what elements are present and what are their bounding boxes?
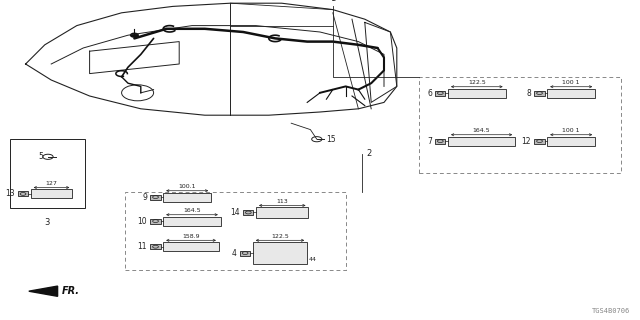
- Circle shape: [131, 33, 138, 37]
- Text: 8: 8: [527, 89, 531, 98]
- Bar: [256, 207, 308, 218]
- Text: 44: 44: [309, 257, 317, 262]
- Bar: [547, 137, 595, 146]
- Bar: [419, 77, 621, 173]
- Text: 100 1: 100 1: [563, 80, 580, 85]
- Bar: [435, 139, 445, 144]
- Text: 127: 127: [45, 181, 58, 186]
- Bar: [163, 242, 219, 251]
- Text: 10: 10: [138, 217, 147, 226]
- Text: TGS4B0706: TGS4B0706: [592, 308, 630, 314]
- Text: 158.9: 158.9: [182, 234, 200, 239]
- Bar: [150, 219, 161, 224]
- Bar: [534, 139, 545, 144]
- Bar: [547, 89, 595, 98]
- Text: 122.5: 122.5: [468, 80, 486, 85]
- Bar: [243, 210, 253, 215]
- Text: 2: 2: [367, 149, 372, 158]
- Text: 14: 14: [230, 208, 240, 217]
- Text: 3: 3: [45, 218, 50, 227]
- Bar: [125, 192, 346, 270]
- Text: 113: 113: [276, 199, 288, 204]
- Bar: [31, 189, 72, 198]
- Text: 122.5: 122.5: [271, 234, 289, 239]
- Bar: [150, 244, 161, 249]
- Text: 100.1: 100.1: [179, 184, 196, 189]
- Bar: [435, 91, 445, 96]
- Polygon shape: [29, 286, 58, 296]
- Text: 1: 1: [330, 0, 335, 3]
- Text: 15: 15: [326, 135, 336, 144]
- Bar: [163, 217, 221, 226]
- Bar: [534, 91, 545, 96]
- Bar: [448, 89, 506, 98]
- Bar: [448, 137, 515, 146]
- Bar: [253, 242, 307, 264]
- Text: 4: 4: [232, 249, 237, 258]
- Text: 6: 6: [427, 89, 432, 98]
- Text: 164.5: 164.5: [473, 128, 490, 133]
- Bar: [10, 139, 85, 208]
- Bar: [240, 251, 250, 256]
- Text: 100 1: 100 1: [563, 128, 580, 133]
- Text: 13: 13: [5, 189, 15, 198]
- Text: 7: 7: [427, 137, 432, 146]
- Bar: [18, 191, 28, 196]
- Text: 11: 11: [138, 242, 147, 251]
- Bar: [150, 195, 161, 200]
- Text: 164.5: 164.5: [183, 208, 201, 213]
- Bar: [163, 193, 211, 202]
- Text: 5: 5: [38, 152, 44, 161]
- Text: 9: 9: [142, 193, 147, 202]
- Text: 12: 12: [522, 137, 531, 146]
- Text: FR.: FR.: [62, 286, 80, 296]
